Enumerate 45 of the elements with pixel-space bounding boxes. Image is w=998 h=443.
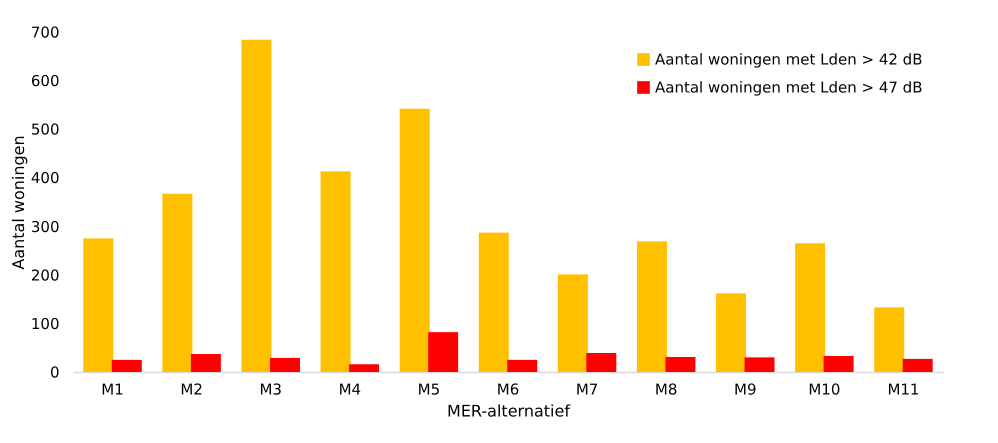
bar (112, 360, 142, 372)
bar (162, 194, 192, 372)
x-tick-label: M10 (808, 380, 840, 398)
bar (716, 293, 746, 372)
x-tick-label: M7 (576, 380, 598, 398)
bar (428, 332, 458, 372)
bar (270, 358, 300, 372)
bar (744, 357, 775, 372)
y-tick-label: 600 (30, 72, 60, 90)
bar (824, 356, 854, 372)
bar (241, 40, 272, 372)
bar (190, 354, 221, 372)
bar (586, 353, 616, 372)
legend-label: Aantal woningen met Lden > 47 dB (655, 78, 922, 96)
x-tick-label: M11 (887, 380, 920, 398)
x-tick-label: M1 (101, 380, 124, 398)
bar (400, 108, 430, 372)
y-tick-label: 200 (30, 266, 60, 284)
y-tick-label: 700 (30, 24, 60, 42)
bar (902, 358, 933, 372)
bar (320, 171, 351, 372)
x-axis-title: MER-alternatief (447, 402, 570, 420)
x-tick-label: M5 (418, 380, 440, 398)
legend-label: Aantal woningen met Lden > 42 dB (655, 50, 922, 68)
x-tick-label: M2 (180, 380, 203, 398)
y-tick-label: 400 (30, 169, 60, 188)
x-tick-label: M8 (654, 380, 678, 398)
x-tick-label: M3 (259, 380, 282, 398)
bar (83, 238, 114, 372)
bar (478, 232, 509, 372)
bar (795, 243, 826, 372)
y-tick-label: 100 (30, 314, 60, 333)
x-tick-label: M4 (338, 380, 362, 398)
bar (507, 360, 538, 372)
x-tick-label: M9 (734, 380, 757, 398)
bar (558, 274, 588, 372)
bar (349, 364, 380, 372)
y-tick-label: 0 (50, 364, 60, 382)
y-tick-label: 300 (30, 218, 60, 236)
x-tick-label: M6 (496, 380, 520, 398)
bar (636, 241, 667, 372)
y-axis-title: Aantal woningen (8, 135, 28, 270)
bar (874, 307, 904, 372)
y-tick-label: 500 (30, 120, 60, 139)
bar (665, 356, 696, 372)
